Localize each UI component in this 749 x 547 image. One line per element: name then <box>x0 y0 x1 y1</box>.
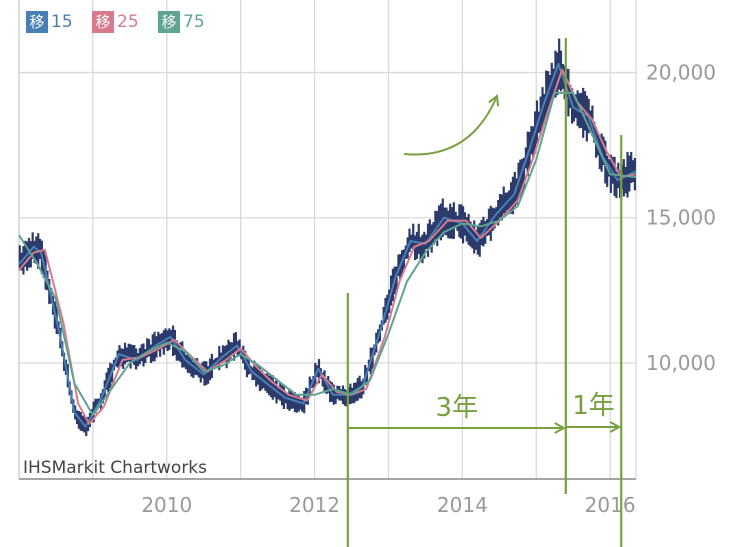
chart-credit: IHSMarkit Chartworks <box>23 458 208 478</box>
tick-labels: 10,000 15,000 20,000 2010 2012 2014 2016 <box>141 61 716 517</box>
series-lines <box>18 62 637 428</box>
legend-swatch-15: 移 <box>26 11 48 33</box>
candlesticks <box>18 38 636 437</box>
y-tick-label: 15,000 <box>646 206 716 230</box>
legend-label-15: 15 <box>51 12 73 32</box>
legend-item-75[interactable]: 移 75 <box>158 11 205 33</box>
span-label-1y: 1年 <box>572 391 615 421</box>
legend-item-25[interactable]: 移 25 <box>92 11 139 33</box>
x-tick-label: 2010 <box>141 493 192 517</box>
legend-label-75: 75 <box>183 12 205 32</box>
series-line-25 <box>18 68 637 425</box>
legend-swatch-75: 移 <box>158 11 180 33</box>
series-line-15 <box>18 62 637 428</box>
trend-arrow <box>403 96 497 156</box>
legend-swatch-25: 移 <box>92 11 114 33</box>
legend-item-15[interactable]: 移 15 <box>26 11 73 33</box>
grid <box>18 0 637 480</box>
x-tick-label: 2014 <box>437 493 488 517</box>
x-tick-label: 2012 <box>289 493 340 517</box>
annotations: 3年 1年 <box>346 38 623 547</box>
y-tick-label: 20,000 <box>646 61 716 85</box>
x-tick-label: 2016 <box>585 493 636 517</box>
legend-label-25: 25 <box>117 12 139 32</box>
series-line-75 <box>18 91 637 417</box>
y-tick-label: 10,000 <box>646 351 716 375</box>
span-label-3y: 3年 <box>436 393 479 423</box>
